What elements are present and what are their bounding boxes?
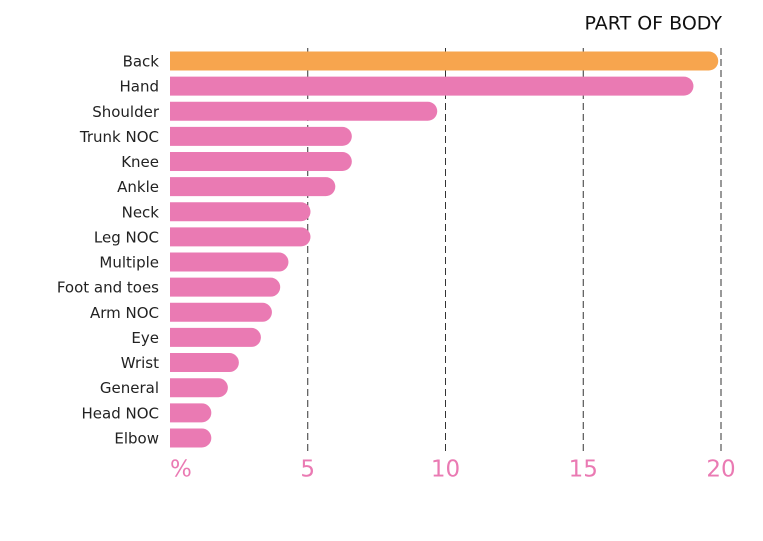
y-tick-label: Head NOC	[82, 404, 160, 422]
y-tick-label: Leg NOC	[94, 228, 159, 246]
bar	[170, 378, 228, 398]
y-tick-label: Neck	[122, 203, 160, 221]
x-tick-label: 10	[431, 457, 460, 483]
bar	[170, 403, 212, 423]
bar	[170, 152, 352, 172]
y-tick-label: Trunk NOC	[79, 128, 159, 146]
x-tick-label: %	[170, 457, 192, 483]
y-tick-label: Multiple	[99, 254, 159, 272]
y-tick-label: Eye	[131, 329, 159, 347]
y-tick-label: Foot and toes	[57, 279, 159, 297]
bar	[170, 353, 239, 373]
x-tick-label: 15	[569, 457, 598, 483]
bar	[170, 101, 438, 121]
bar	[170, 76, 694, 96]
x-tick-label: 5	[300, 457, 315, 483]
bar	[170, 327, 261, 347]
bar	[170, 126, 352, 146]
y-tick-label: Ankle	[117, 178, 159, 196]
x-tick-label: 20	[706, 457, 735, 483]
bar	[170, 227, 311, 247]
y-tick-label: Arm NOC	[90, 304, 159, 322]
bar	[170, 302, 272, 322]
y-tick-label: Knee	[121, 153, 159, 171]
chart-title: PART OF BODY	[585, 13, 723, 35]
bar	[170, 177, 336, 197]
bar	[170, 277, 281, 297]
bar	[170, 252, 289, 272]
bar	[170, 428, 212, 448]
y-tick-label: Wrist	[121, 354, 159, 372]
y-tick-label: Shoulder	[92, 103, 160, 121]
y-tick-label: Elbow	[114, 429, 159, 447]
bar	[170, 202, 311, 222]
y-tick-label: Hand	[120, 78, 160, 96]
y-tick-label: General	[100, 379, 159, 397]
bar	[170, 51, 719, 71]
y-tick-label: Back	[123, 53, 160, 71]
